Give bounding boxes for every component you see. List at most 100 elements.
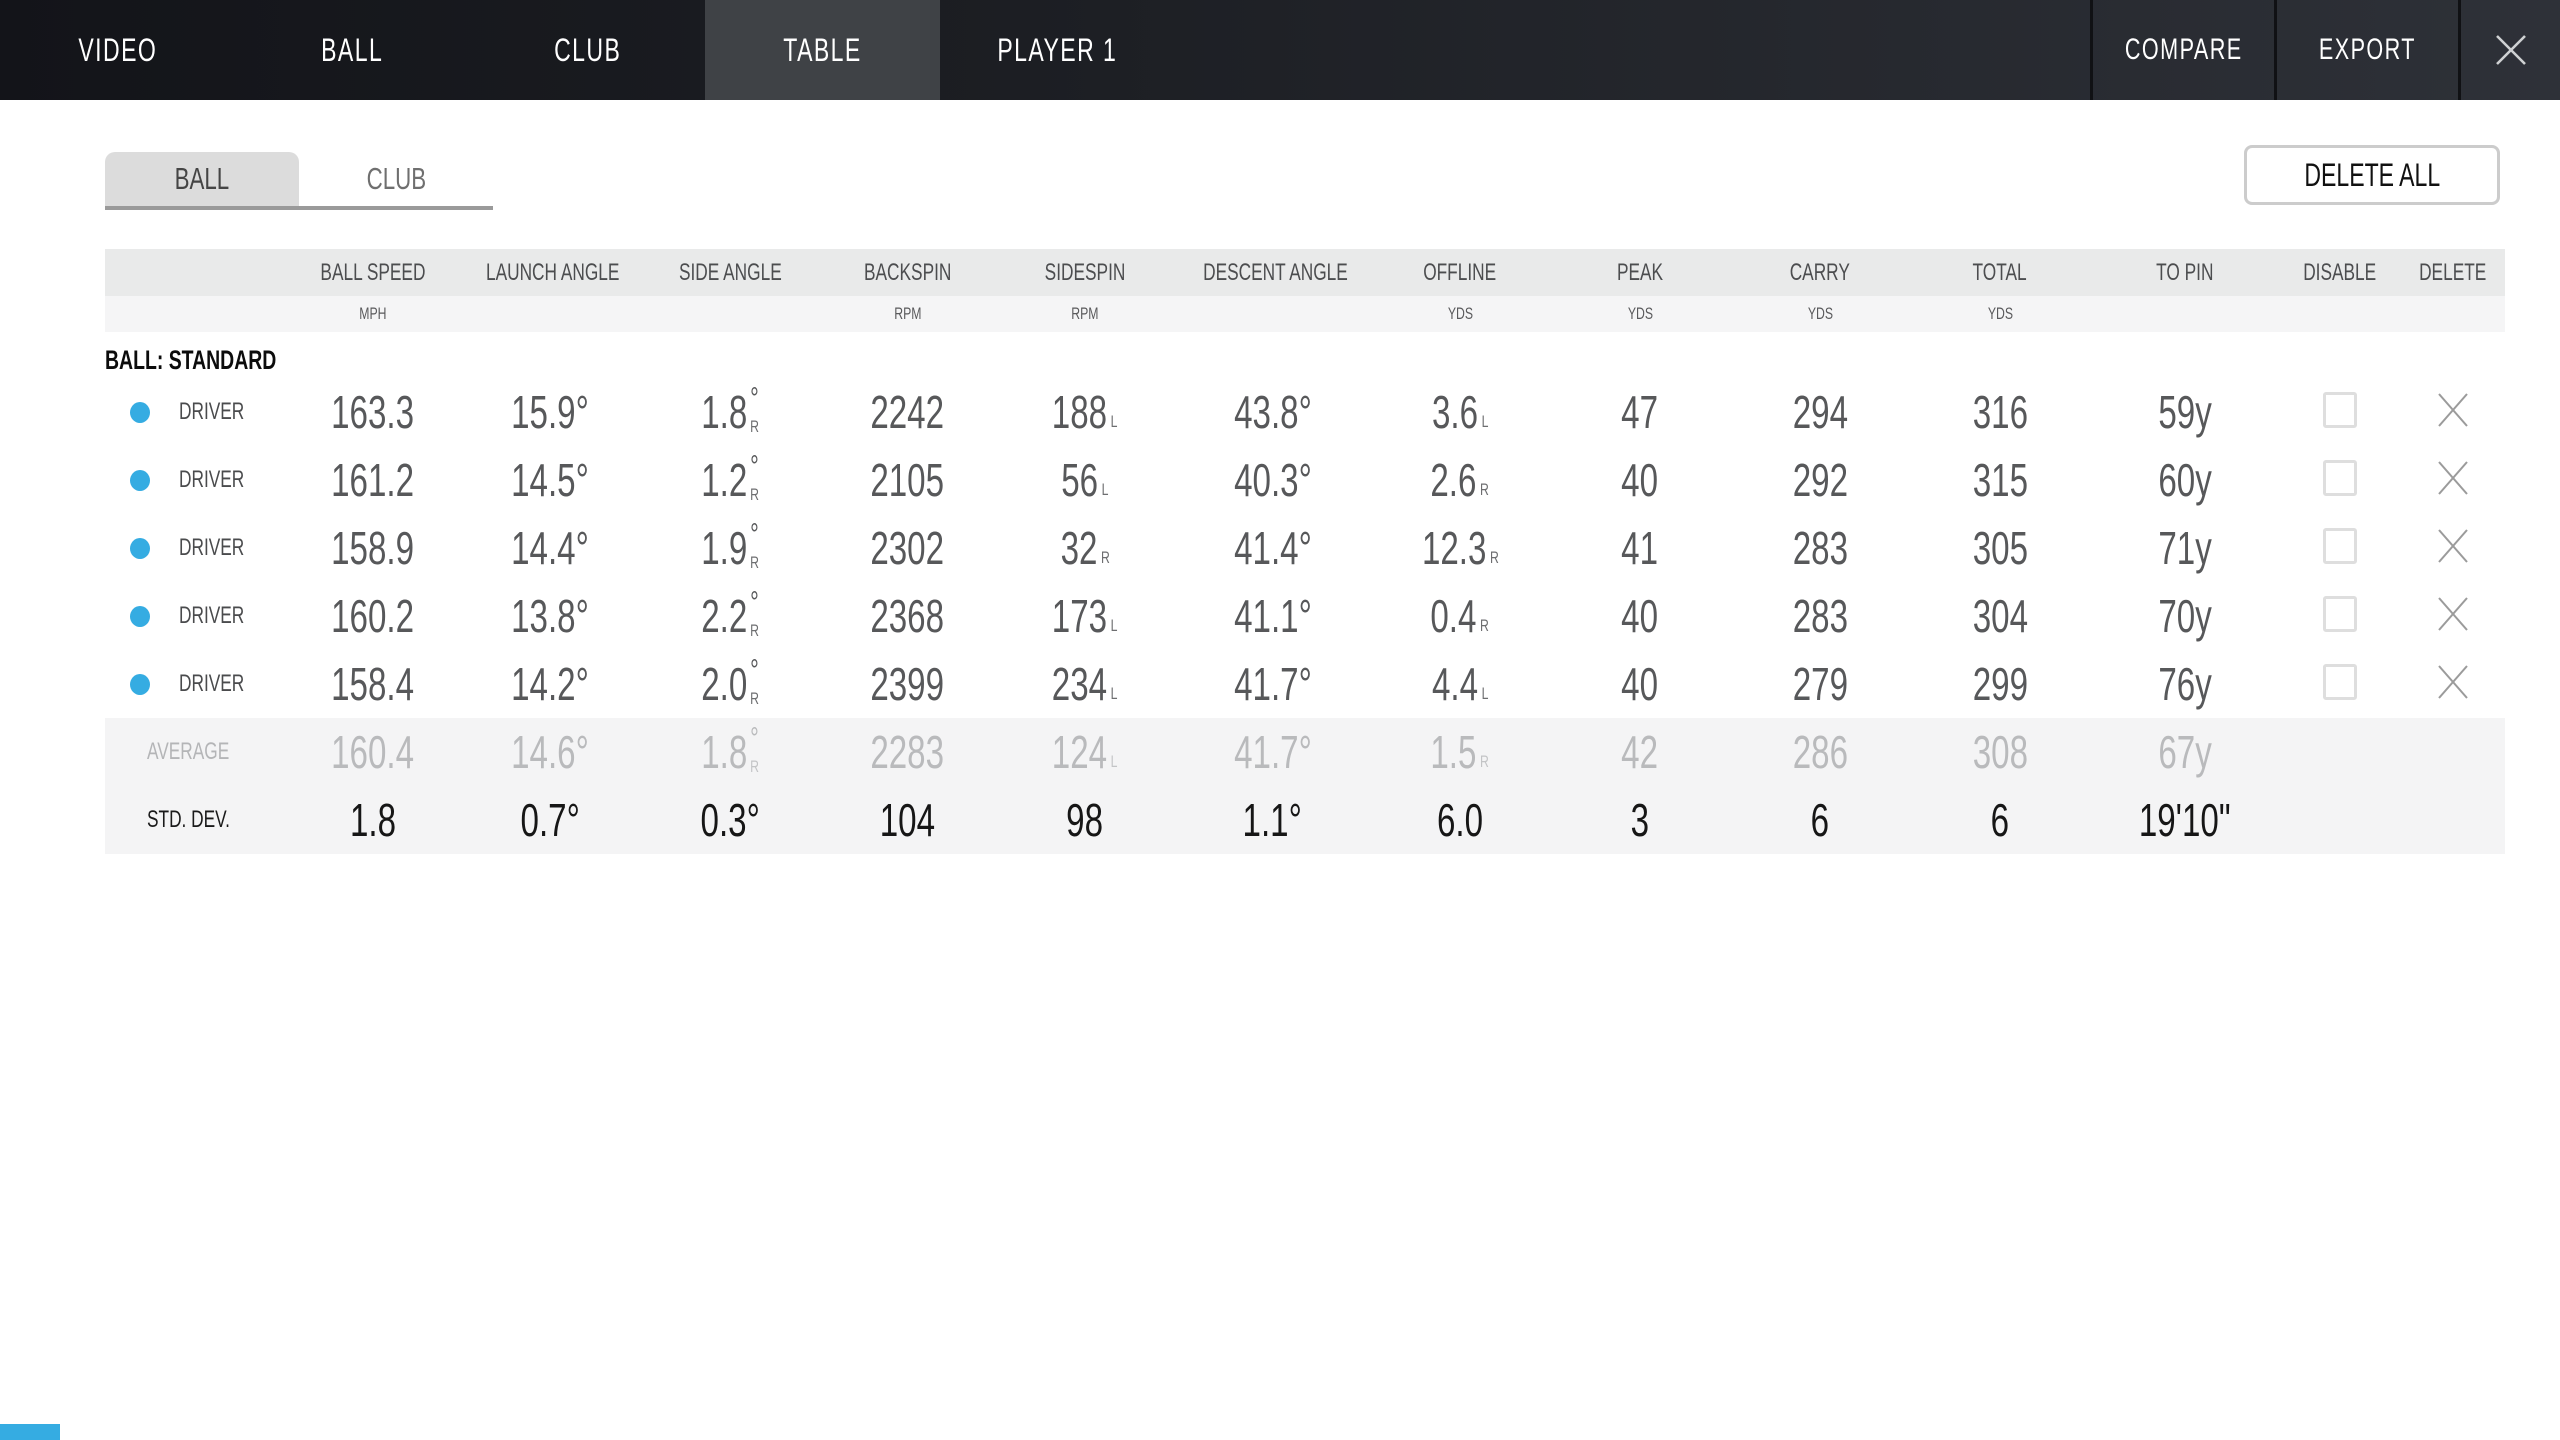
disable-checkbox[interactable] (2323, 527, 2357, 564)
bottom-progress-bar (0, 1424, 60, 1440)
compare-button[interactable]: COMPARE (2090, 0, 2274, 100)
disable-checkbox[interactable] (2323, 595, 2357, 632)
cell-carry: 294 (1792, 386, 1848, 438)
cell-total: 316 (1972, 386, 2028, 438)
club-label: DRIVER (179, 398, 245, 425)
col-header-backspin: BACKSPIN (863, 258, 952, 286)
cell-carry: 283 (1792, 590, 1848, 642)
delete-shot-button[interactable] (2436, 527, 2470, 565)
cell-launch_angle: 14.2° (511, 658, 589, 710)
subtab-club-label: CLUB (366, 161, 426, 196)
delete-x-icon (2437, 392, 2468, 427)
average-row-label: AVERAGE (147, 738, 230, 765)
cell-side_angle: 2.2 ° R (701, 586, 759, 642)
cell-ball_speed: 158.4 (331, 658, 414, 710)
cell-side_angle: 1.2 ° R (701, 450, 759, 506)
cell-offline: 3.6 L (1431, 386, 1489, 438)
direction-indicator: R (750, 417, 759, 436)
cell-launch_angle: 13.8° (511, 590, 589, 642)
cell-descent_angle: 41.7° (1233, 658, 1312, 710)
disable-checkbox[interactable] (2323, 663, 2357, 700)
cell-ball_speed: 163.3 (331, 386, 414, 438)
delete-shot-button[interactable] (2436, 663, 2470, 701)
degree-mark: ° (750, 586, 759, 619)
col-header-delete: DELETE (2418, 258, 2487, 286)
cell-total: 308 (1972, 726, 2028, 778)
subtab-club[interactable]: CLUB (299, 152, 493, 206)
top-navbar: VIDEO BALL CLUB TABLE PLAYER 1 COMPARE E… (0, 0, 2560, 100)
cell-side_angle: 2.0 ° R (701, 654, 759, 710)
close-button[interactable] (2458, 0, 2560, 100)
degree-mark: ° (750, 450, 759, 483)
cell-offline: 1.5 R (1430, 726, 1490, 778)
direction-indicator: R (1480, 616, 1490, 635)
col-unit-peak: YDS (1627, 304, 1653, 323)
shot-color-dot (130, 605, 150, 627)
shot-row: DRIVER 163.3 15.9° 1.8 ° R 2242 188 L 43.8° 3.6 L 47… (105, 378, 2505, 446)
cell-peak: 3 (1630, 794, 1650, 846)
ball-type-label: BALL: STANDARD (105, 345, 277, 375)
subtab-ball[interactable]: BALL (105, 152, 299, 206)
tab-ball[interactable]: BALL (235, 0, 470, 100)
col-unit-sidespin: RPM (1071, 304, 1099, 323)
subtab-ball-label: BALL (174, 161, 230, 196)
tab-player[interactable]: PLAYER 1 (940, 0, 1175, 100)
col-header-sidespin: SIDESPIN (1044, 258, 1126, 286)
shot-color-dot (130, 469, 150, 491)
cell-launch_angle: 0.7° (520, 794, 580, 846)
delete-x-icon (2437, 596, 2468, 631)
tab-table-label: TABLE (783, 31, 862, 68)
cell-ball_speed: 1.8 (349, 794, 396, 846)
disable-checkbox[interactable] (2323, 459, 2357, 496)
cell-side_angle: 1.9 ° R (701, 518, 759, 574)
delete-shot-button[interactable] (2436, 459, 2470, 497)
export-button[interactable]: EXPORT (2274, 0, 2458, 100)
cell-to_pin: 71y (2158, 522, 2212, 574)
club-label: DRIVER (179, 466, 245, 493)
cell-to_pin: 59y (2158, 386, 2212, 438)
tab-ball-label: BALL (321, 31, 384, 68)
cell-to_pin: 70y (2158, 590, 2212, 642)
shot-table-footer: AVERAGE 160.4 14.6° 1.8 ° R 2283 124 L 41.7° 1.5 R 4… (105, 718, 2505, 854)
cell-total: 299 (1972, 658, 2028, 710)
tab-table[interactable]: TABLE (705, 0, 940, 100)
cell-carry: 6 (1810, 794, 1830, 846)
cell-to_pin: 67y (2158, 726, 2212, 778)
cell-sidespin: 234 L (1052, 658, 1118, 710)
cell-peak: 42 (1621, 726, 1659, 778)
shot-color-dot (130, 401, 150, 423)
col-header-carry: CARRY (1789, 258, 1851, 286)
direction-indicator: L (1481, 684, 1489, 703)
direction-indicator: R (1480, 480, 1490, 499)
degree-mark: ° (750, 382, 759, 415)
tab-club-label: CLUB (553, 31, 622, 68)
tab-club[interactable]: CLUB (470, 0, 705, 100)
cell-sidespin: 173 L (1052, 590, 1118, 642)
cell-carry: 292 (1792, 454, 1848, 506)
navbar-actions: COMPARE EXPORT (2090, 0, 2560, 100)
cell-side_angle: 1.8 ° R (701, 382, 759, 438)
cell-peak: 40 (1621, 658, 1659, 710)
direction-indicator: R (1480, 752, 1490, 771)
cell-sidespin: 98 (1066, 794, 1104, 846)
cell-sidespin: 188 L (1052, 386, 1118, 438)
data-type-subtabs: BALL CLUB (105, 148, 493, 210)
direction-indicator: L (1111, 684, 1118, 703)
col-header-disable: DISABLE (2303, 258, 2377, 286)
club-label: DRIVER (179, 670, 245, 697)
disable-checkbox[interactable] (2323, 391, 2357, 428)
cell-launch_angle: 14.4° (511, 522, 589, 574)
col-header-peak: PEAK (1616, 258, 1664, 286)
delete-all-button[interactable]: DELETE ALL (2244, 145, 2500, 205)
export-button-label: EXPORT (2318, 33, 2417, 66)
tab-video[interactable]: VIDEO (0, 0, 235, 100)
cell-launch_angle: 15.9° (511, 386, 589, 438)
club-label: DRIVER (179, 602, 245, 629)
delete-shot-button[interactable] (2436, 391, 2470, 429)
delete-x-icon (2437, 664, 2468, 699)
cell-ball_speed: 160.4 (331, 726, 414, 778)
cell-side_angle: 1.8 ° R (701, 722, 759, 778)
cell-ball_speed: 160.2 (331, 590, 414, 642)
delete-shot-button[interactable] (2436, 595, 2470, 633)
cell-carry: 286 (1792, 726, 1848, 778)
